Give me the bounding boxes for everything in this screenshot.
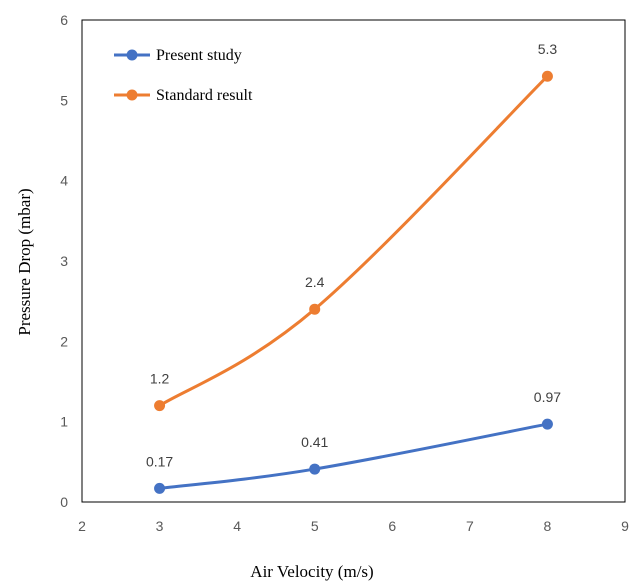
data-point	[309, 303, 321, 315]
data-label: 5.3	[538, 41, 558, 57]
x-tick-label: 5	[311, 518, 319, 534]
series-line-2	[158, 74, 549, 408]
y-tick-label: 5	[60, 92, 68, 108]
y-tick-label: 3	[60, 253, 68, 269]
y-axis-title: Pressure Drop (mbar)	[15, 188, 34, 335]
data-point	[309, 463, 321, 475]
x-tick-label: 2	[78, 518, 86, 534]
x-tick-label: 3	[156, 518, 164, 534]
x-axis-title: Air Velocity (m/s)	[250, 562, 373, 581]
data-label: 0.41	[301, 434, 328, 450]
legend-swatch-marker	[126, 89, 138, 101]
x-axis-ticks: 2 3 4 5 6 7 8 9	[78, 518, 629, 534]
legend-label: Present study	[156, 47, 242, 64]
plot-border	[81, 19, 626, 503]
legend: Present study Standard result	[114, 47, 253, 104]
plot-frame	[81, 19, 626, 503]
data-label: 1.2	[150, 371, 170, 387]
data-label: 2.4	[305, 274, 325, 290]
x-tick-label: 8	[544, 518, 552, 534]
x-tick-label: 9	[621, 518, 629, 534]
legend-swatch-marker	[126, 49, 138, 61]
y-tick-label: 6	[60, 12, 68, 28]
data-point	[541, 70, 553, 82]
x-tick-label: 4	[233, 518, 241, 534]
x-tick-label: 6	[388, 518, 396, 534]
y-tick-label: 4	[60, 173, 68, 189]
data-label: 0.17	[146, 453, 173, 469]
y-tick-label: 2	[60, 333, 68, 349]
legend-label: Standard result	[156, 87, 253, 104]
y-axis-ticks: 0 1 2 3 4 5 6	[60, 12, 68, 510]
y-tick-label: 0	[60, 494, 68, 510]
data-label: 0.97	[534, 389, 561, 405]
data-labels: 0.17 0.41 0.97 1.2 2.4 5.3	[146, 41, 561, 469]
x-tick-label: 7	[466, 518, 474, 534]
series-layer	[154, 70, 553, 494]
data-point	[154, 482, 166, 494]
data-point	[541, 418, 553, 430]
series-line-1	[158, 422, 549, 490]
y-tick-label: 1	[60, 414, 68, 430]
data-point	[154, 400, 166, 412]
